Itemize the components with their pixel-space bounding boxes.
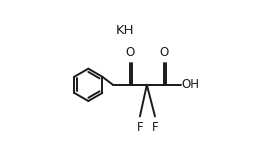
Text: KH: KH (115, 24, 134, 37)
Text: O: O (125, 46, 135, 59)
Text: F: F (136, 121, 143, 134)
Text: F: F (152, 121, 158, 134)
Text: OH: OH (182, 78, 200, 91)
Text: O: O (159, 46, 168, 59)
